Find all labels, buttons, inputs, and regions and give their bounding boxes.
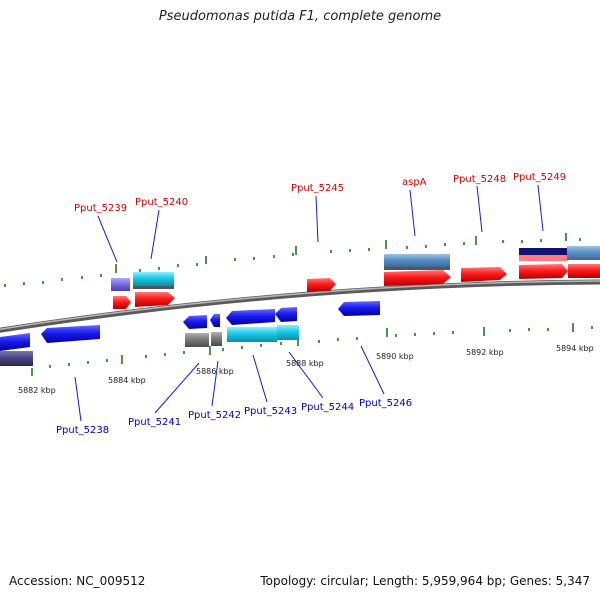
cds-arrow[interactable] — [461, 267, 507, 282]
cds-arrow[interactable] — [41, 325, 100, 343]
gene-label-forward[interactable]: aspA — [402, 177, 427, 188]
feature-block[interactable] — [133, 272, 174, 286]
feature-block[interactable] — [227, 327, 277, 342]
scale-label: 5888 kbp — [286, 359, 324, 368]
gene-label-reverse[interactable]: Pput_5241 — [128, 417, 181, 428]
feature-block[interactable] — [111, 278, 130, 291]
cds-arrow[interactable] — [183, 315, 207, 329]
gene-label-reverse[interactable]: Pput_5246 — [359, 398, 412, 409]
outer-tick-row — [4, 233, 581, 287]
feature-block[interactable] — [567, 246, 600, 260]
cds-arrow[interactable] — [568, 264, 600, 278]
cds-arrow[interactable] — [226, 309, 275, 325]
gene-label-forward[interactable]: Pput_5249 — [513, 172, 566, 183]
gene-label-reverse[interactable]: Pput_5238 — [56, 425, 109, 436]
scale-label: 5890 kbp — [376, 352, 414, 361]
scale-label: 5882 kbp — [18, 386, 56, 395]
genome-summary-text: Topology: circular; Length: 5,959,964 bp… — [260, 574, 590, 588]
feature-block[interactable] — [519, 255, 567, 261]
gene-label-reverse[interactable]: Pput_5244 — [301, 402, 354, 413]
genome-backbone — [0, 279, 600, 333]
cds-arrow[interactable] — [338, 301, 380, 316]
accession-text: Accession: NC_009512 — [9, 574, 146, 588]
scale-label: 5884 kbp — [108, 376, 146, 385]
feature-block[interactable] — [0, 351, 33, 366]
gene-label-forward[interactable]: Pput_5248 — [453, 174, 506, 185]
gene-label-reverse[interactable]: Pput_5243 — [244, 406, 297, 417]
cds-arrow[interactable] — [210, 314, 220, 327]
genome-backbone-highlight — [0, 280, 600, 330]
feature-block[interactable] — [185, 333, 209, 347]
feature-block[interactable] — [211, 332, 222, 346]
gene-label-reverse[interactable]: Pput_5242 — [188, 410, 241, 421]
gene-label-forward[interactable]: Pput_5245 — [291, 183, 344, 194]
reverse-features — [0, 301, 380, 366]
scale-label: 5894 kbp — [556, 344, 594, 353]
feature-block[interactable] — [519, 248, 567, 255]
forward-leader-lines — [97, 184, 544, 263]
cds-arrow[interactable] — [0, 333, 30, 351]
gene-label-forward[interactable]: Pput_5240 — [135, 197, 188, 208]
map-title: Pseudomonas putida F1, complete genome — [158, 9, 442, 24]
feature-shadow — [384, 267, 450, 270]
reverse-leader-lines — [74, 345, 385, 422]
gene-label-forward[interactable]: Pput_5239 — [74, 203, 127, 214]
cds-arrow[interactable] — [275, 307, 297, 322]
forward-features — [111, 246, 600, 309]
cds-arrow[interactable] — [135, 292, 175, 307]
cds-arrow[interactable] — [307, 278, 336, 292]
scale-label: 5886 kbp — [196, 367, 234, 376]
cds-arrow[interactable] — [113, 296, 131, 309]
feature-shadow — [133, 286, 174, 289]
scale-label: 5892 kbp — [466, 348, 504, 357]
cds-arrow[interactable] — [519, 264, 568, 279]
feature-block[interactable] — [384, 254, 450, 267]
feature-block[interactable] — [277, 325, 299, 340]
inner-tick-row — [31, 323, 593, 376]
cds-arrow[interactable] — [384, 270, 451, 286]
